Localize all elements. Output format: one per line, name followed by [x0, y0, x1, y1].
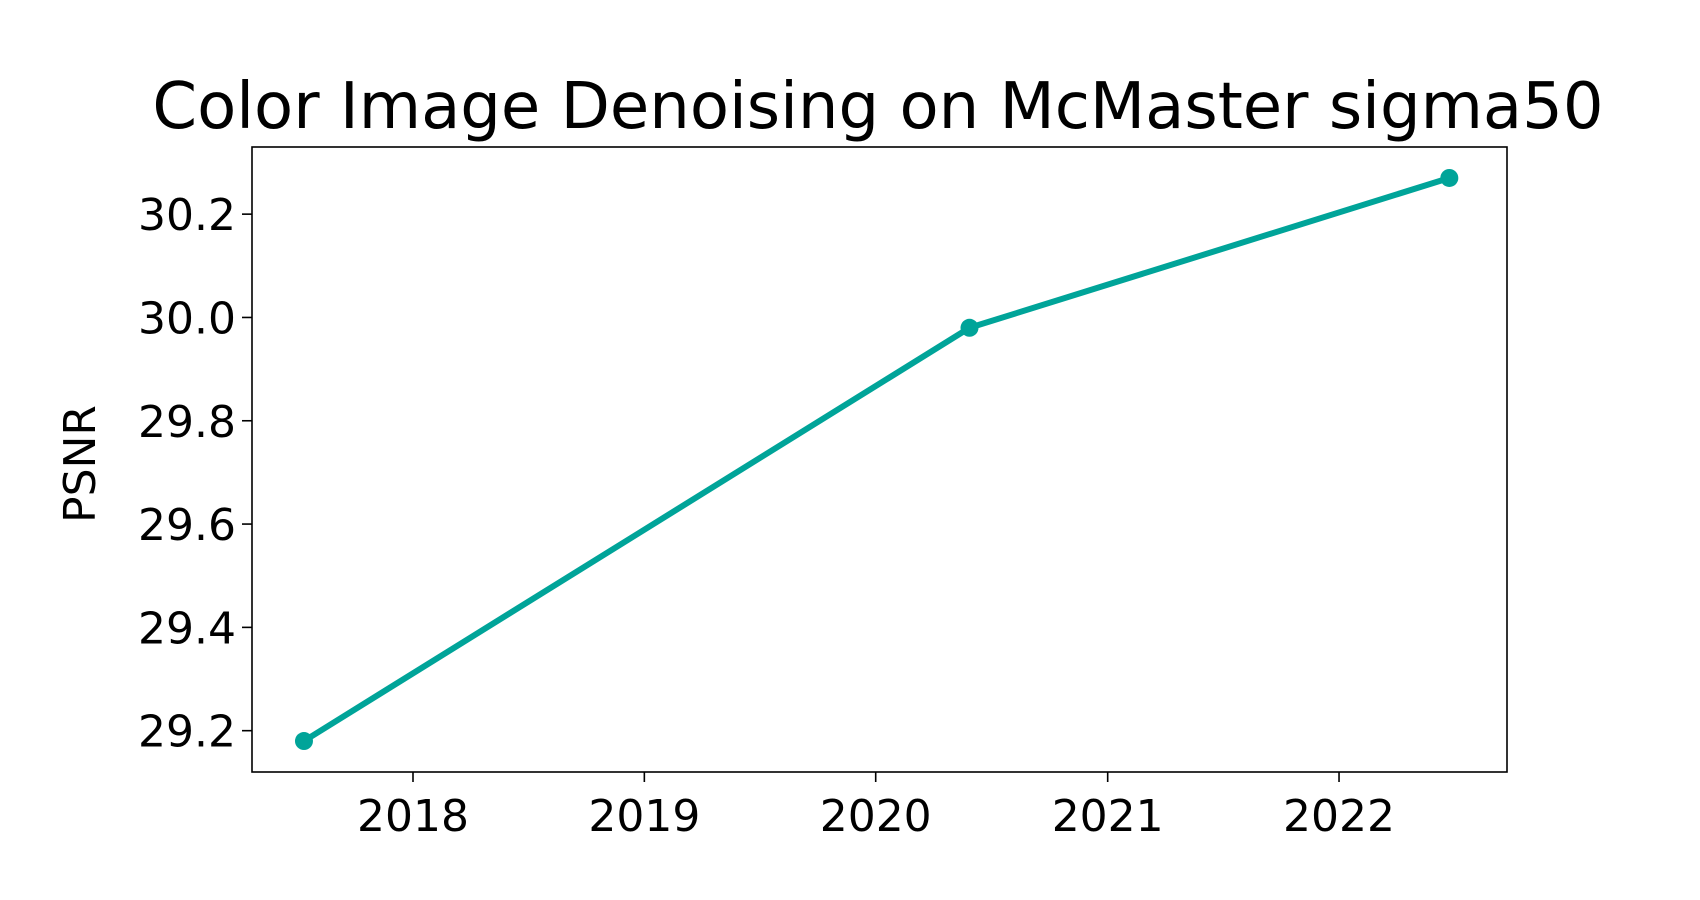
- plot-area: 2018 2019 2020 2021 2022 29.2 29.4 29.6 29.8 30.…: [138, 146, 1508, 842]
- y-tick-label: 29.4: [138, 603, 236, 654]
- chart-title: Color Image Denoising on McMaster sigma5…: [152, 70, 1603, 144]
- x-tick-label: 2021: [1052, 791, 1164, 842]
- series-layer: [294, 168, 1459, 751]
- y-tick-label: 29.2: [138, 707, 236, 758]
- x-tick-label: 2022: [1283, 791, 1395, 842]
- y-tick-label: 29.6: [138, 500, 236, 551]
- x-tick-label: 2018: [357, 791, 469, 842]
- y-tick-label: 29.8: [138, 397, 236, 448]
- data-point: [960, 318, 979, 337]
- y-tick-label: 30.2: [138, 190, 236, 241]
- data-point: [1440, 168, 1459, 187]
- x-tick-label: 2019: [588, 791, 700, 842]
- x-tick-label: 2020: [820, 791, 932, 842]
- x-axis-ticks: 2018 2019 2020 2021 2022: [357, 772, 1395, 842]
- y-axis-label: PSNR: [55, 405, 106, 523]
- data-point: [294, 732, 313, 751]
- y-axis-ticks: 29.2 29.4 29.6 29.8 30.0 30.2: [138, 190, 252, 758]
- axes-frame: [251, 146, 1508, 773]
- y-tick-label: 30.0: [138, 293, 236, 344]
